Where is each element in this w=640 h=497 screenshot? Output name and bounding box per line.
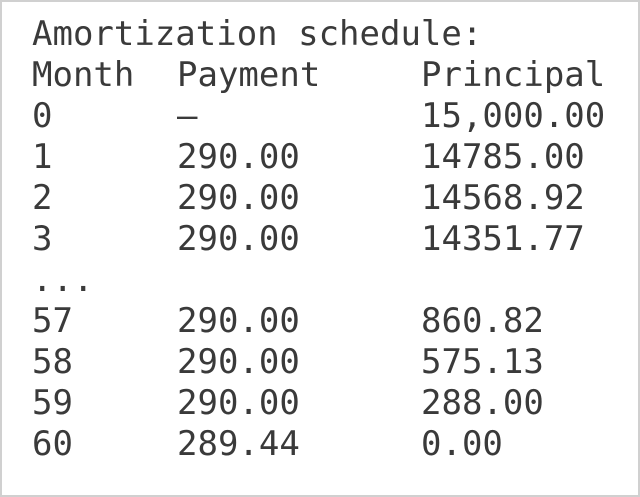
table-cell: 289.44 <box>177 424 300 464</box>
table-cell: 60 <box>32 424 73 464</box>
table-cell: 290.00 <box>177 137 300 177</box>
table-cell: 290.00 <box>177 383 300 423</box>
table-cell: 860.82 <box>421 301 544 341</box>
table-cell: 3 <box>32 219 53 259</box>
table-cell: 14785.00 <box>421 137 585 177</box>
title: Amortization schedule: <box>32 14 483 54</box>
table-cell: 15,000.00 <box>421 96 606 136</box>
table-cell: 0 <box>32 96 53 136</box>
table-cell: 290.00 <box>177 178 300 218</box>
table-cell: 290.00 <box>177 301 300 341</box>
table-cell: 14568.92 <box>421 178 585 218</box>
table-cell: – <box>177 96 198 136</box>
table-cell: 290.00 <box>177 342 300 382</box>
table-cell: 57 <box>32 301 73 341</box>
table-cell: 58 <box>32 342 73 382</box>
column-header: Payment <box>177 55 321 95</box>
table-cell: ... <box>32 260 94 300</box>
table-cell: 288.00 <box>421 383 544 423</box>
column-header: Month <box>32 55 135 95</box>
table-cell: 59 <box>32 383 73 423</box>
table-cell: 1 <box>32 137 53 177</box>
table-cell: 0.00 <box>421 424 503 464</box>
table-cell: 14351.77 <box>421 219 585 259</box>
table-cell: 290.00 <box>177 219 300 259</box>
column-header: Principal <box>421 55 606 95</box>
table-cell: 575.13 <box>421 342 544 382</box>
table-cell: 2 <box>32 178 53 218</box>
